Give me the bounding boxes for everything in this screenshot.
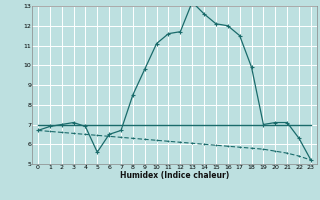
X-axis label: Humidex (Indice chaleur): Humidex (Indice chaleur)	[120, 171, 229, 180]
